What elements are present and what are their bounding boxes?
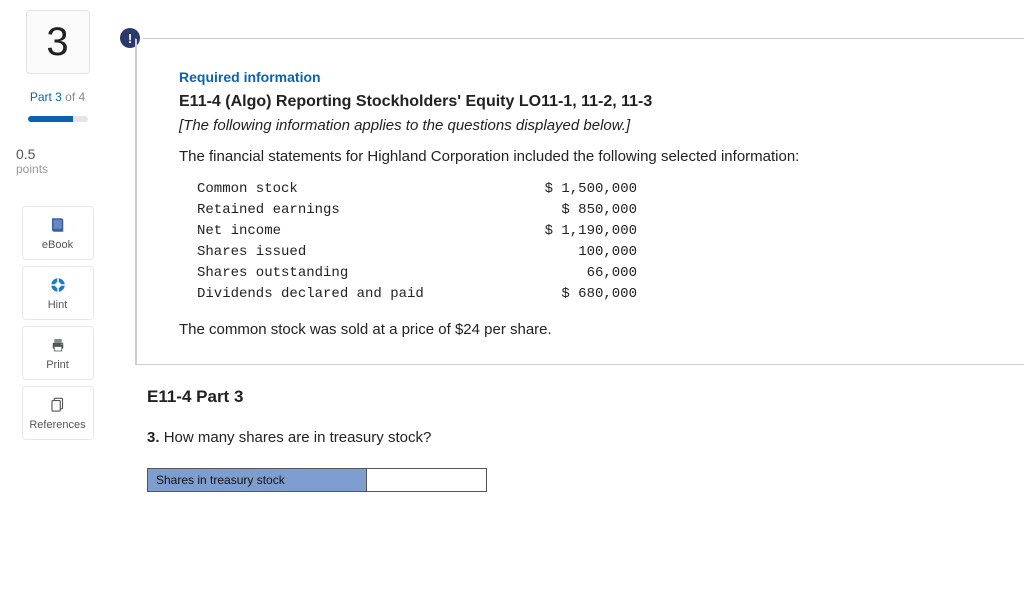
question-number-box: 3: [26, 10, 90, 74]
part-total: of 4: [65, 90, 85, 104]
question-section: E11-4 Part 3 3. How many shares are in t…: [135, 365, 1024, 492]
footer-text: The common stock was sold at a price of …: [179, 321, 994, 338]
points-label: points: [16, 162, 48, 176]
table-row: Shares issued 100,000: [197, 242, 994, 263]
lifebuoy-icon: [48, 275, 68, 295]
row-label: Dividends declared and paid: [197, 284, 497, 305]
answer-row: Shares in treasury stock: [147, 468, 994, 492]
row-value: 100,000: [497, 242, 637, 263]
printer-icon: [48, 335, 68, 355]
required-info-panel: Required information E11-4 (Algo) Report…: [135, 38, 1024, 365]
row-value: $ 680,000: [497, 284, 637, 305]
part-current: Part 3: [30, 90, 62, 104]
row-label: Shares issued: [197, 242, 497, 263]
table-row: Shares outstanding 66,000: [197, 263, 994, 284]
row-value: $ 1,190,000: [497, 221, 637, 242]
hint-button[interactable]: Hint: [22, 266, 94, 320]
progress-bar: [28, 116, 88, 122]
main-content: ! Required information E11-4 (Algo) Repo…: [115, 0, 1024, 614]
table-row: Net income $ 1,190,000: [197, 221, 994, 242]
print-label: Print: [46, 359, 69, 371]
row-value: $ 1,500,000: [497, 179, 637, 200]
row-value: $ 850,000: [497, 200, 637, 221]
row-label: Common stock: [197, 179, 497, 200]
ebook-label: eBook: [42, 239, 73, 251]
table-row: Retained earnings $ 850,000: [197, 200, 994, 221]
question-number: 3: [46, 20, 68, 65]
points-value: 0.5: [16, 146, 48, 162]
references-button[interactable]: References: [22, 386, 94, 440]
row-label: Shares outstanding: [197, 263, 497, 284]
table-row: Dividends declared and paid $ 680,000: [197, 284, 994, 305]
row-label: Net income: [197, 221, 497, 242]
answer-label-cell: Shares in treasury stock: [147, 468, 367, 492]
print-button[interactable]: Print: [22, 326, 94, 380]
applies-note: [The following information applies to th…: [179, 117, 994, 134]
intro-text: The financial statements for Highland Co…: [179, 148, 994, 165]
references-label: References: [29, 419, 85, 431]
ebook-button[interactable]: eBook: [22, 206, 94, 260]
copy-icon: [48, 395, 68, 415]
part-indicator: Part 3 of 4: [30, 90, 85, 104]
question-sidebar: 3 Part 3 of 4 0.5 points eBook Hint Prin…: [0, 0, 115, 614]
treasury-shares-input[interactable]: [367, 468, 487, 492]
answer-label-text: Shares in treasury stock: [156, 473, 285, 487]
problem-title: E11-4 (Algo) Reporting Stockholders' Equ…: [179, 93, 994, 111]
progress-fill: [28, 116, 73, 122]
book-icon: [48, 215, 68, 235]
hint-label: Hint: [48, 299, 68, 311]
part-heading: E11-4 Part 3: [147, 387, 994, 407]
row-value: 66,000: [497, 263, 637, 284]
row-label: Retained earnings: [197, 200, 497, 221]
question-text: 3. How many shares are in treasury stock…: [147, 429, 994, 446]
points-block: 0.5 points: [6, 146, 48, 176]
question-number-inline: 3.: [147, 429, 160, 446]
required-info-heading: Required information: [179, 69, 994, 85]
financial-data-table: Common stock $ 1,500,000 Retained earnin…: [197, 179, 994, 305]
question-prompt: How many shares are in treasury stock?: [164, 429, 432, 446]
table-row: Common stock $ 1,500,000: [197, 179, 994, 200]
